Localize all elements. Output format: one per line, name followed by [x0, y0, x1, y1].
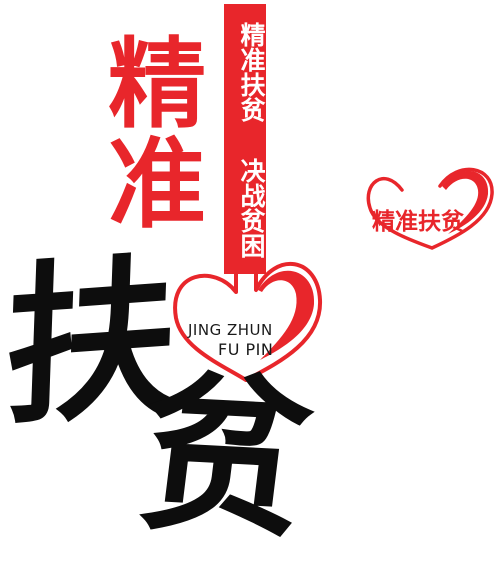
large-heart-inner-swoosh	[258, 270, 315, 360]
small-heart-outline	[366, 167, 494, 250]
big-red-char-zhun: 准	[108, 128, 206, 242]
pinyin-fu-pin: FU PIN	[218, 340, 274, 359]
big-red-char-jing: 精	[108, 28, 206, 142]
pinyin-jing-zhun: JING ZHUN	[188, 321, 273, 339]
large-heart-outline	[173, 261, 323, 382]
vertical-slogan-banner: 精准扶贫 决战贫困	[224, 4, 266, 274]
small-logo-text: 精准扶贫	[372, 208, 464, 235]
small-heart-logo-icon	[366, 167, 494, 250]
small-heart-swoosh	[442, 170, 489, 234]
calligraphy-char-pin: 贫	[127, 353, 322, 561]
banner-slogan-2: 决战贫困	[237, 158, 266, 258]
banner-slogan-1: 精准扶贫	[237, 22, 266, 122]
